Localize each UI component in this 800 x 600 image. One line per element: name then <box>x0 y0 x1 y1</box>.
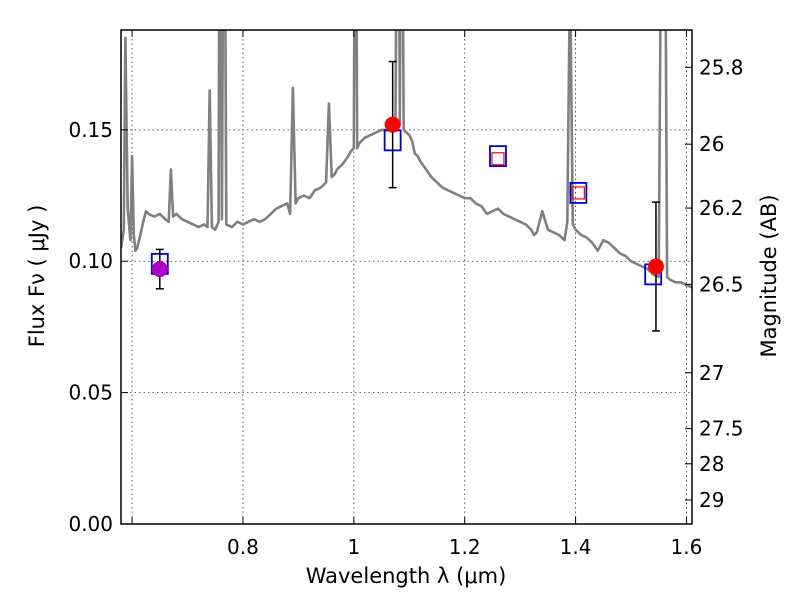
plot-area <box>121 30 692 332</box>
y-tick-label: 0.15 <box>68 118 113 142</box>
y-tick-label: 0.00 <box>68 512 113 536</box>
y-axis: 0.00 0.05 0.10 0.15 <box>68 118 128 536</box>
y-tick-label: 0.10 <box>68 249 113 273</box>
model-photometry-box <box>569 182 588 204</box>
magnitude-axis-label: Magnitude (AB) <box>757 194 781 357</box>
x-tick-label: 0.8 <box>227 535 259 559</box>
observed-upper-limit-marker <box>571 186 585 200</box>
magnitude-tick-label: 29 <box>699 488 724 512</box>
magnitude-tick-label: 28 <box>699 452 724 476</box>
x-axis: 0.8 1 1.2 1.4 1.6 <box>131 30 703 559</box>
model-photometry-box <box>489 145 507 168</box>
x-tick-label: 1.6 <box>671 535 703 559</box>
plot-background <box>121 30 692 524</box>
x-tick-label: 1.4 <box>560 535 592 559</box>
observed-photometry-point <box>384 116 401 133</box>
y-axis-label: Flux Fν ( μJy ) <box>25 205 49 348</box>
magnitude-axis: 25.8 26 26.2 26.5 27 27.5 28 29 <box>685 55 744 512</box>
model-spectrum-line <box>121 30 692 289</box>
plot-frame <box>120 29 693 525</box>
magnitude-tick-label: 27 <box>699 361 724 385</box>
x-tick-label: 1 <box>347 535 360 559</box>
magnitude-tick-label: 26.5 <box>699 272 744 296</box>
magnitude-tick-label: 27.5 <box>699 417 744 441</box>
observed-photometry-point <box>647 258 664 275</box>
magnitude-tick-label: 25.8 <box>699 55 744 79</box>
magnitude-tick-label: 26.2 <box>699 196 744 220</box>
observed-upper-limit-marker <box>491 152 505 166</box>
magnitude-tick-label: 26 <box>699 132 724 156</box>
x-tick-label: 1.2 <box>449 535 481 559</box>
observed-photometry-point <box>151 261 168 278</box>
y-tick-label: 0.05 <box>68 381 113 405</box>
x-axis-label: Wavelength λ (μm) <box>306 564 507 588</box>
